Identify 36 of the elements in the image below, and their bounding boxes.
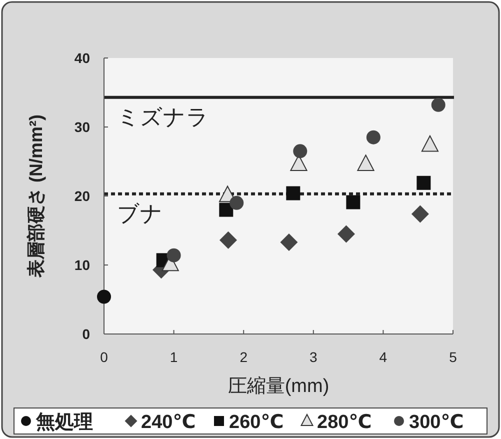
x-tick-label: 0 bbox=[100, 349, 108, 365]
point bbox=[230, 196, 244, 210]
legend-label: 280℃ bbox=[317, 412, 372, 433]
point bbox=[346, 195, 360, 210]
point bbox=[357, 154, 374, 172]
point bbox=[219, 231, 237, 249]
x-tick-label: 3 bbox=[310, 349, 318, 365]
point bbox=[293, 144, 308, 158]
y-tick-label: 0 bbox=[82, 326, 90, 342]
point bbox=[286, 186, 300, 200]
x-axis-title: 圧縮量(mm) bbox=[228, 376, 330, 397]
point bbox=[97, 290, 111, 304]
legend-label: 300℃ bbox=[409, 412, 464, 433]
point bbox=[337, 225, 355, 243]
point bbox=[431, 98, 446, 112]
x-tick-label: 2 bbox=[240, 349, 248, 365]
point bbox=[411, 205, 429, 223]
x-tick-label: 1 bbox=[170, 349, 178, 365]
point bbox=[219, 202, 234, 217]
point bbox=[366, 130, 380, 144]
legend-label: 無処理 bbox=[35, 412, 93, 433]
y-tick-label: 20 bbox=[74, 188, 90, 204]
y-tick-label: 30 bbox=[74, 119, 90, 135]
point bbox=[421, 135, 439, 152]
x-tick-label: 4 bbox=[379, 349, 388, 365]
ref-line-label: ブナ bbox=[117, 200, 163, 226]
y-tick-label: 40 bbox=[74, 50, 90, 66]
ref-line-label: ミズナラ bbox=[117, 104, 209, 130]
point bbox=[280, 233, 298, 251]
y-tick-label: 10 bbox=[74, 257, 90, 273]
legend-label: 260℃ bbox=[229, 412, 284, 433]
y-axis-title: 表層部硬さ (N/mm²) bbox=[26, 114, 46, 278]
legend-label: 240℃ bbox=[141, 412, 196, 433]
x-tick-label: 5 bbox=[449, 349, 458, 365]
point bbox=[166, 248, 181, 262]
point bbox=[416, 176, 431, 190]
